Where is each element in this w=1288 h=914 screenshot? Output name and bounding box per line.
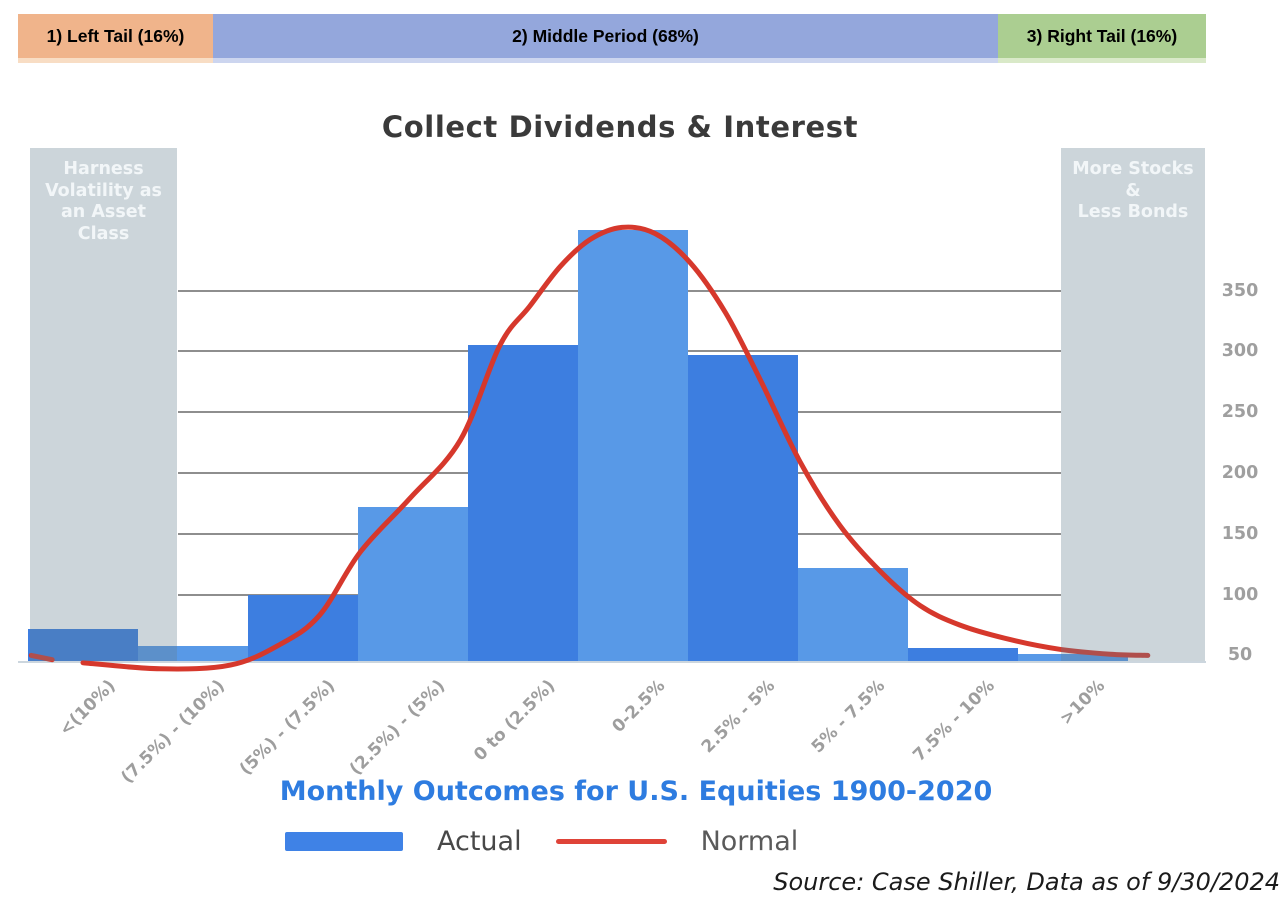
- bar-10: [1018, 654, 1128, 662]
- header-segment-middle-period: 2) Middle Period (68%): [213, 14, 998, 63]
- y-tick-200: 200: [1221, 463, 1259, 484]
- header-middle-edge: [213, 58, 998, 63]
- legend-normal-swatch: [555, 839, 667, 844]
- y-tick-100: 100: [1221, 584, 1259, 605]
- right-tail-overlay: More Stocks & Less Bonds: [1061, 148, 1205, 661]
- source-note: Source: Case Shiller, Data as of 9/30/20…: [773, 868, 1280, 896]
- x-axis-line: [18, 660, 1206, 663]
- bar-5: [468, 345, 578, 662]
- right-tail-overlay-text: More Stocks & Less Bonds: [1072, 159, 1194, 222]
- header-segment-right-tail: 3) Right Tail (16%): [998, 14, 1206, 63]
- x-axis-caption: Monthly Outcomes for U.S. Equities 1900-…: [279, 776, 993, 807]
- y-tick-50: 50: [1227, 645, 1253, 666]
- bar-2: [138, 645, 248, 662]
- legend-normal-label: Normal: [700, 826, 799, 857]
- header-segment-left-tail: 1) Left Tail (16%): [18, 14, 213, 63]
- bar-7: [688, 355, 798, 662]
- bar-6: [578, 229, 688, 662]
- legend-actual-label: Actual: [437, 826, 522, 857]
- y-tick-350: 350: [1221, 280, 1259, 301]
- chart-title: Collect Dividends & Interest: [381, 110, 859, 144]
- header-right-edge: [998, 58, 1206, 63]
- legend-actual-swatch: [285, 832, 403, 851]
- header-bar: 1) Left Tail (16%) 2) Middle Period (68%…: [18, 14, 1206, 63]
- header-middle-period-label: 2) Middle Period (68%): [512, 25, 699, 46]
- y-tick-150: 150: [1221, 523, 1259, 544]
- header-right-tail-label: 3) Right Tail (16%): [1026, 25, 1178, 46]
- left-tail-overlay-text: Harness Volatility as an Asset Class: [45, 159, 162, 244]
- y-tick-250: 250: [1221, 402, 1259, 423]
- header-left-tail-label: 1) Left Tail (16%): [46, 25, 185, 46]
- normal-curve: [80, 224, 1151, 672]
- left-tail-overlay: Harness Volatility as an Asset Class: [30, 148, 177, 661]
- y-tick-300: 300: [1221, 341, 1259, 362]
- legend: Actual Normal: [285, 826, 798, 857]
- bar-9: [908, 648, 1018, 662]
- normal-curve-dash: [28, 652, 55, 663]
- header-left-edge: [18, 58, 213, 63]
